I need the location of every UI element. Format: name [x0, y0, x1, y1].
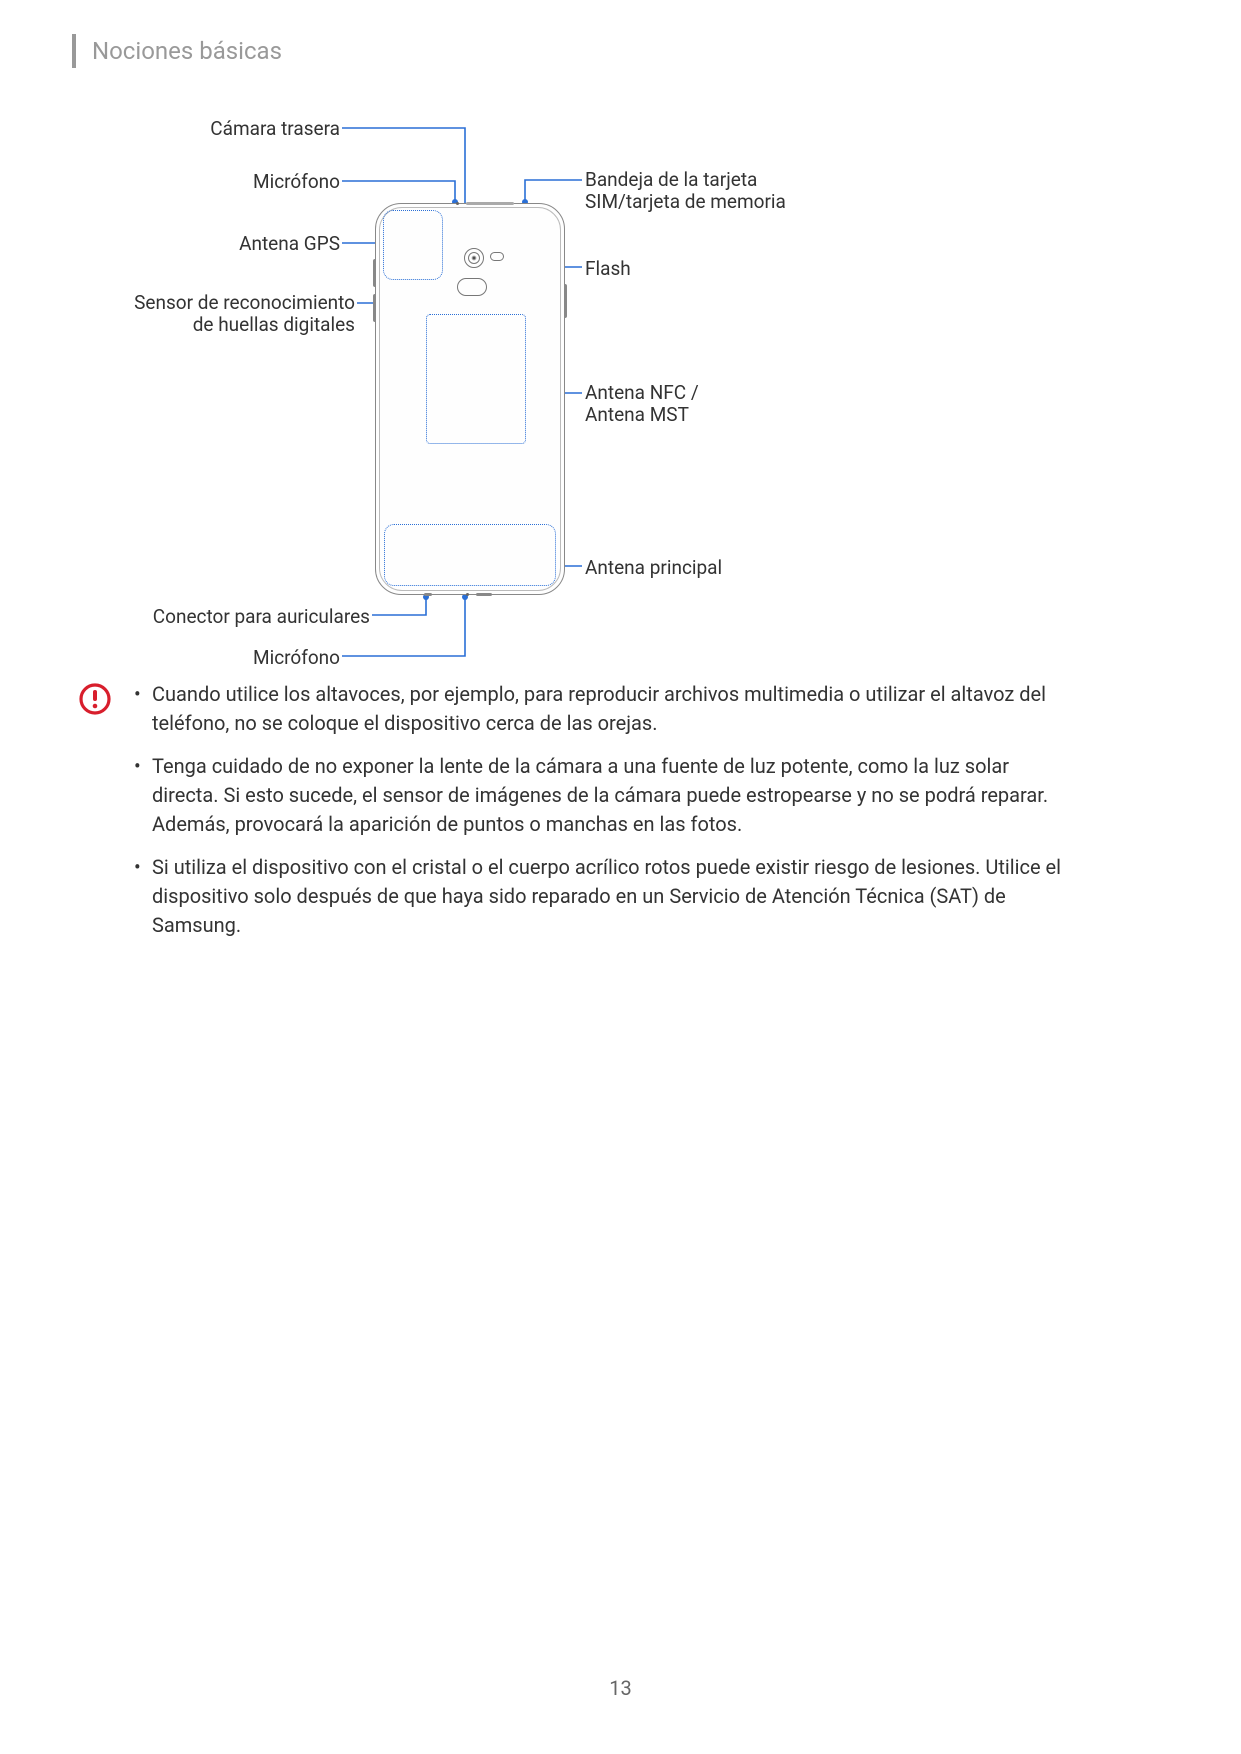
top-microphone-hole — [456, 202, 459, 205]
callout-label-rear_camera: Cámara trasera — [210, 117, 340, 141]
callout-label-fingerprint1: Sensor de reconocimiento — [134, 291, 355, 315]
callout-label-sim2: SIM/tarjeta de memoria — [585, 190, 786, 214]
warning-block: Cuando utilice los altavoces, por ejempl… — [78, 680, 1078, 954]
warning-item-2: Tenga cuidado de no exponer la lente de … — [130, 752, 1078, 839]
callout-label-mic_top: Micrófono — [253, 170, 340, 194]
fingerprint-sensor — [457, 278, 487, 296]
header-accent-bar — [72, 34, 76, 68]
headphone-jack — [424, 593, 432, 596]
callout-label-main: Antena principal — [585, 556, 722, 580]
phone-back-outline — [375, 203, 565, 595]
page-number: 13 — [0, 1676, 1241, 1700]
nfc-mst-antenna-area — [426, 314, 526, 444]
gps-antenna-area — [383, 210, 443, 280]
caution-icon — [78, 682, 112, 716]
usb-port — [476, 593, 492, 596]
callout-label-jack: Conector para auriculares — [153, 605, 370, 629]
warning-item-1: Cuando utilice los altavoces, por ejempl… — [130, 680, 1078, 738]
flash-led — [490, 252, 504, 261]
volume-up-button — [373, 259, 376, 287]
volume-down-button — [373, 294, 376, 322]
callout-label-sim1: Bandeja de la tarjeta — [585, 168, 757, 192]
callout-label-fingerprint2: de huellas digitales — [193, 313, 355, 337]
warning-item-3: Si utiliza el dispositivo con el cristal… — [130, 853, 1078, 940]
sim-tray-slot — [466, 202, 514, 205]
bottom-microphone-hole — [466, 593, 469, 596]
callout-label-mic_bot: Micrófono — [253, 646, 340, 670]
power-button — [564, 284, 567, 318]
rear-camera-lens — [464, 248, 484, 268]
warning-list: Cuando utilice los altavoces, por ejempl… — [130, 680, 1078, 954]
callout-label-nfc2: Antena MST — [585, 403, 689, 427]
callout-label-gps: Antena GPS — [239, 232, 340, 256]
device-diagram: Cámara trasera Micrófono Antena GPS Sensor … — [110, 110, 910, 670]
callout-label-nfc1: Antena NFC / — [585, 381, 699, 405]
main-antenna-area — [384, 524, 556, 586]
callout-label-flash: Flash — [585, 257, 631, 281]
section-title: Nociones básicas — [92, 37, 282, 65]
